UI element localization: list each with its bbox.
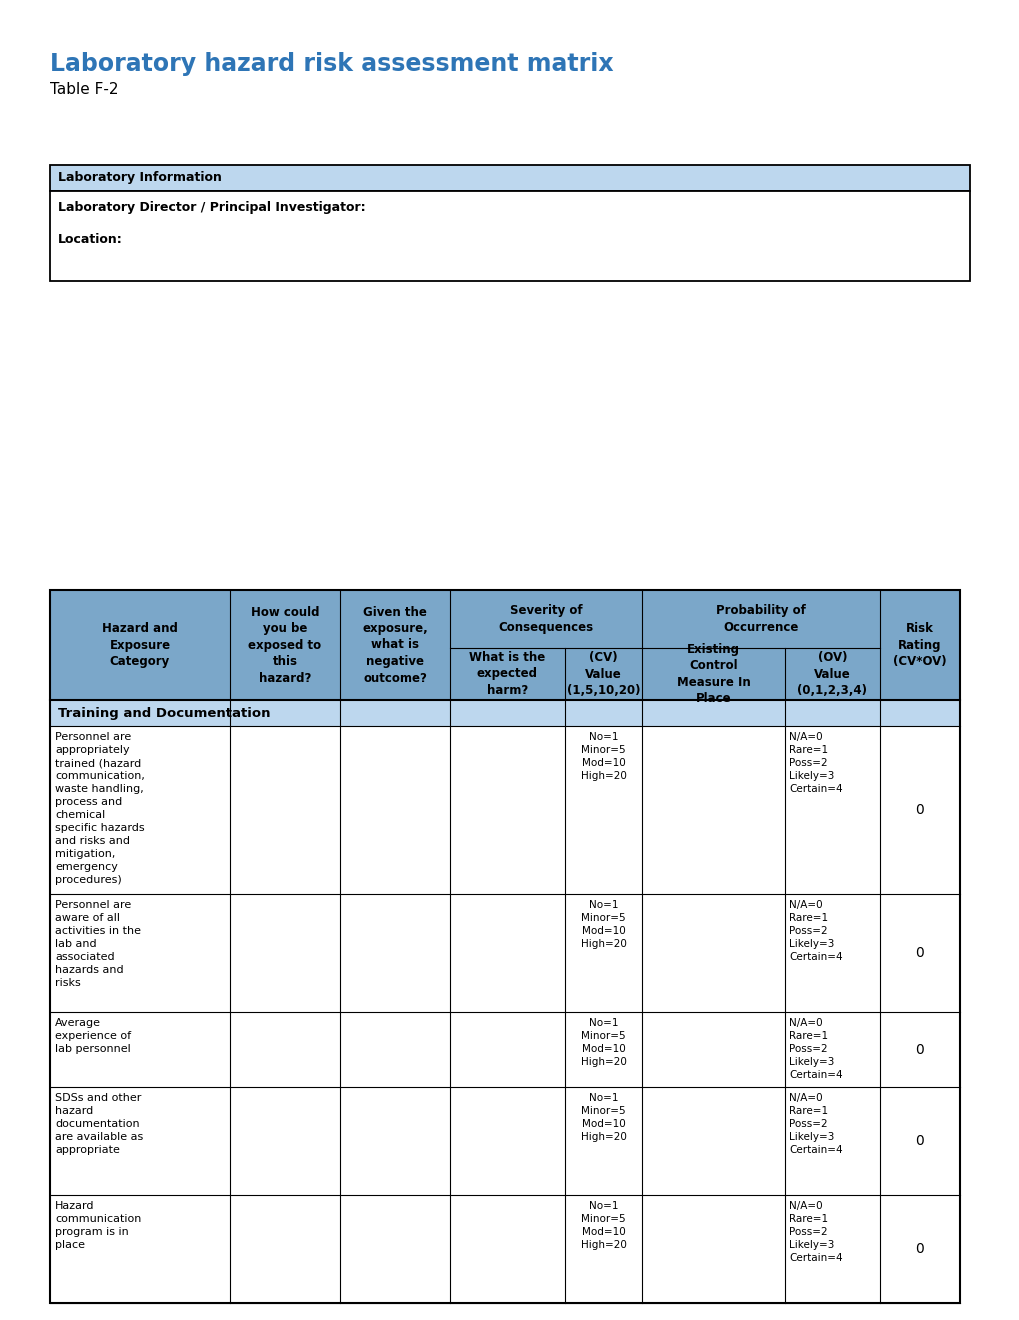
Text: (OV)
Value
(0,1,2,3,4): (OV) Value (0,1,2,3,4) (797, 651, 866, 697)
Bar (50, 726, 959, 1303)
Text: No=1
Minor=5
Mod=10
High=20: No=1 Minor=5 Mod=10 High=20 (580, 1201, 626, 1250)
Bar (50, 590, 959, 1303)
Text: No=1
Minor=5
Mod=10
High=20: No=1 Minor=5 Mod=10 High=20 (580, 733, 626, 781)
Text: N/A=0
Rare=1
Poss=2
Likely=3
Certain=4: N/A=0 Rare=1 Poss=2 Likely=3 Certain=4 (789, 1201, 842, 1263)
Text: Location:: Location: (58, 234, 122, 246)
Text: Existing
Control
Measure In
Place: Existing Control Measure In Place (676, 643, 750, 705)
Text: Table F-2: Table F-2 (50, 82, 118, 96)
Text: (CV)
Value
(1,5,10,20): (CV) Value (1,5,10,20) (567, 651, 640, 697)
Text: 0: 0 (915, 803, 923, 817)
Text: No=1
Minor=5
Mod=10
High=20: No=1 Minor=5 Mod=10 High=20 (580, 1018, 626, 1067)
Text: Average
experience of
lab personnel: Average experience of lab personnel (55, 1018, 131, 1055)
Bar (50, 700, 959, 726)
Text: Probability of
Occurrence: Probability of Occurrence (715, 605, 805, 634)
Text: Personnel are
aware of all
activities in the
lab and
associated
hazards and
risk: Personnel are aware of all activities in… (55, 900, 141, 989)
Text: No=1
Minor=5
Mod=10
High=20: No=1 Minor=5 Mod=10 High=20 (580, 900, 626, 949)
Bar (50, 165, 969, 191)
Text: Laboratory Information: Laboratory Information (58, 172, 222, 185)
Text: 0: 0 (915, 1043, 923, 1056)
Bar (50, 191, 969, 281)
Text: Personnel are
appropriately
trained (hazard
communication,
waste handling,
proce: Personnel are appropriately trained (haz… (55, 733, 145, 886)
Text: N/A=0
Rare=1
Poss=2
Likely=3
Certain=4: N/A=0 Rare=1 Poss=2 Likely=3 Certain=4 (789, 1018, 842, 1080)
Text: What is the
expected
harm?: What is the expected harm? (469, 651, 545, 697)
Text: Laboratory hazard risk assessment matrix: Laboratory hazard risk assessment matrix (50, 51, 613, 77)
Text: Risk
Rating
(CV*OV): Risk Rating (CV*OV) (893, 622, 946, 668)
Text: N/A=0
Rare=1
Poss=2
Likely=3
Certain=4: N/A=0 Rare=1 Poss=2 Likely=3 Certain=4 (789, 900, 842, 962)
Bar (50, 590, 959, 700)
Text: 0: 0 (915, 1134, 923, 1148)
Text: SDSs and other
hazard
documentation
are available as
appropriate: SDSs and other hazard documentation are … (55, 1093, 143, 1155)
Text: 0: 0 (915, 1242, 923, 1257)
Text: Given the
exposure,
what is
negative
outcome?: Given the exposure, what is negative out… (362, 606, 427, 685)
Text: Hazard and
Exposure
Category: Hazard and Exposure Category (102, 622, 177, 668)
Text: Hazard
communication
program is in
place: Hazard communication program is in place (55, 1201, 142, 1250)
Text: N/A=0
Rare=1
Poss=2
Likely=3
Certain=4: N/A=0 Rare=1 Poss=2 Likely=3 Certain=4 (789, 733, 842, 795)
Text: Training and Documentation: Training and Documentation (58, 706, 270, 719)
Text: Laboratory Director / Principal Investigator:: Laboratory Director / Principal Investig… (58, 201, 365, 214)
Text: 0: 0 (915, 946, 923, 960)
Text: N/A=0
Rare=1
Poss=2
Likely=3
Certain=4: N/A=0 Rare=1 Poss=2 Likely=3 Certain=4 (789, 1093, 842, 1155)
Text: Severity of
Consequences: Severity of Consequences (498, 605, 593, 634)
Text: No=1
Minor=5
Mod=10
High=20: No=1 Minor=5 Mod=10 High=20 (580, 1093, 626, 1142)
Text: How could
you be
exposed to
this
hazard?: How could you be exposed to this hazard? (249, 606, 321, 685)
